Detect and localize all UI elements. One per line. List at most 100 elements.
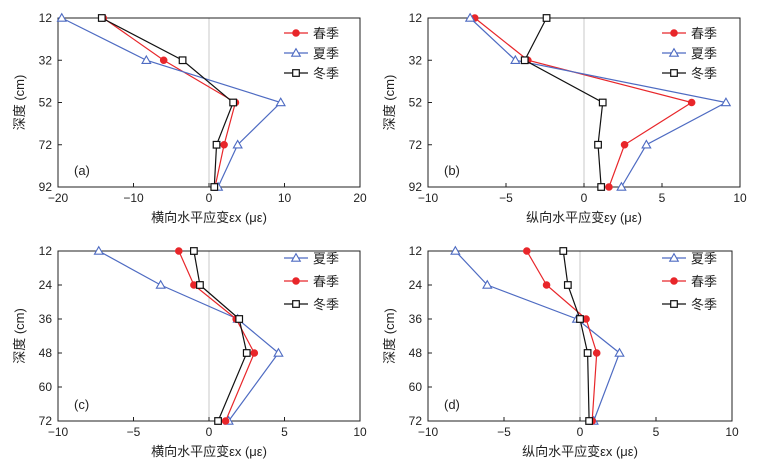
x-axis-label: 纵向水平应变εy (με) xyxy=(526,210,642,225)
chart-panel-4: −10 −5 0 5 10 12 24 36 48 60 72 纵向水平应变εx (με) 深度 (cm… xyxy=(382,244,739,459)
y-tick-label: 72 xyxy=(39,414,53,428)
x-tick-label: 0 xyxy=(206,425,213,439)
y-tick-label: 52 xyxy=(39,96,53,110)
y-tick-label: 12 xyxy=(39,11,53,25)
data-point-summer xyxy=(450,245,461,255)
series-line-winter xyxy=(523,17,604,188)
legend-marker-winter xyxy=(292,300,300,308)
x-axis-label: 纵向水平应变εx (με) xyxy=(522,444,638,459)
legend-marker-winter xyxy=(670,300,678,308)
series-line-winter xyxy=(562,250,590,422)
series-line-summer xyxy=(61,17,282,188)
data-point-winter xyxy=(559,247,568,255)
y-tick-label: 12 xyxy=(39,244,53,258)
legend-marker-summer xyxy=(668,252,680,262)
data-point-spring xyxy=(159,56,168,65)
x-tick-label: 10 xyxy=(733,191,747,205)
y-tick-label: 36 xyxy=(39,312,53,326)
data-point-summer xyxy=(141,54,152,65)
x-tick-label: 10 xyxy=(278,191,292,205)
data-point-spring xyxy=(221,417,230,425)
y-tick-label: 36 xyxy=(409,312,423,326)
x-tick-label: −5 xyxy=(497,425,511,439)
data-point-summer xyxy=(155,279,166,289)
legend-marker-winter xyxy=(292,69,300,77)
data-point-spring xyxy=(605,183,613,191)
data-point-summer xyxy=(464,12,476,22)
legend-label: 夏季 xyxy=(313,46,339,61)
data-point-winter xyxy=(242,349,251,357)
y-tick-label: 12 xyxy=(409,11,423,25)
panel-label: (a) xyxy=(74,163,90,178)
data-point-summer xyxy=(616,181,627,191)
data-point-spring xyxy=(687,98,696,107)
data-point-summer xyxy=(93,245,105,255)
data-point-spring xyxy=(175,247,183,255)
x-tick-label: 0 xyxy=(577,425,584,439)
data-point-spring xyxy=(220,140,228,149)
y-axis-label: 深度 (cm) xyxy=(382,75,397,131)
legend-label: 春季 xyxy=(691,26,717,41)
x-tick-label: −10 xyxy=(123,191,144,205)
legend-marker-winter xyxy=(670,69,678,77)
series-line-spring xyxy=(474,17,694,188)
data-point-summer xyxy=(56,12,68,22)
y-tick-label: 92 xyxy=(39,180,53,194)
y-tick-label: 32 xyxy=(409,53,423,67)
legend-label: 春季 xyxy=(691,274,717,289)
data-point-summer xyxy=(482,279,493,289)
legend-label: 冬季 xyxy=(691,297,717,312)
data-point-winter xyxy=(520,56,529,65)
x-tick-label: 5 xyxy=(653,425,660,439)
y-axis-label: 深度 (cm) xyxy=(382,308,397,364)
legend-label: 夏季 xyxy=(691,46,717,61)
chart-panel-3: −10 −5 0 5 10 12 24 36 48 60 72 横向水平应变εx (με) 深度 (cm… xyxy=(12,244,367,459)
x-tick-label: 20 xyxy=(353,191,367,205)
x-tick-label: 5 xyxy=(659,191,666,205)
legend-label: 夏季 xyxy=(313,251,339,266)
series-line-summer xyxy=(469,17,728,188)
y-tick-label: 60 xyxy=(39,380,53,394)
data-point-spring xyxy=(523,247,531,255)
x-axis-label: 横向水平应变εx (με) xyxy=(151,444,267,459)
data-point-summer xyxy=(720,97,732,107)
data-point-summer xyxy=(232,139,243,149)
panel-label: (b) xyxy=(444,163,460,178)
data-point-winter xyxy=(190,247,198,255)
x-tick-label: 0 xyxy=(581,191,588,205)
series-line-winter xyxy=(193,250,248,422)
series-line-summer xyxy=(454,250,621,422)
data-point-summer xyxy=(275,97,286,107)
y-axis-label: 深度 (cm) xyxy=(12,308,27,364)
y-tick-label: 52 xyxy=(409,96,423,110)
data-point-winter xyxy=(229,98,238,107)
y-tick-label: 92 xyxy=(409,180,423,194)
data-point-spring xyxy=(542,281,551,289)
legend-label: 冬季 xyxy=(691,66,717,81)
x-tick-label: −5 xyxy=(499,191,513,205)
y-tick-label: 24 xyxy=(409,278,423,292)
data-point-winter xyxy=(196,281,204,289)
y-axis-label: 深度 (cm) xyxy=(12,75,27,131)
y-tick-label: 24 xyxy=(39,278,53,292)
legend-marker-spring xyxy=(670,277,678,285)
y-tick-label: 72 xyxy=(39,138,53,152)
data-point-winter xyxy=(598,98,607,107)
data-point-winter xyxy=(585,417,594,425)
data-point-spring xyxy=(250,349,259,357)
x-tick-label: −10 xyxy=(418,191,439,205)
series-line-spring xyxy=(526,250,598,422)
data-point-winter xyxy=(563,281,572,289)
data-point-winter xyxy=(542,14,551,22)
legend-label: 春季 xyxy=(313,26,339,41)
y-tick-label: 60 xyxy=(409,380,423,394)
legend-marker-spring xyxy=(670,29,678,37)
data-point-summer xyxy=(273,347,284,357)
data-point-winter xyxy=(178,56,187,65)
data-point-summer xyxy=(614,347,625,357)
chart-panel-1: −20 −10 0 10 20 12 32 52 72 92 横向水平应变εx (με) 深度 (cm… xyxy=(12,11,367,225)
x-tick-label: 10 xyxy=(725,425,739,439)
legend-marker-summer xyxy=(290,252,302,262)
legend-label: 冬季 xyxy=(313,66,339,81)
y-tick-label: 72 xyxy=(409,138,423,152)
